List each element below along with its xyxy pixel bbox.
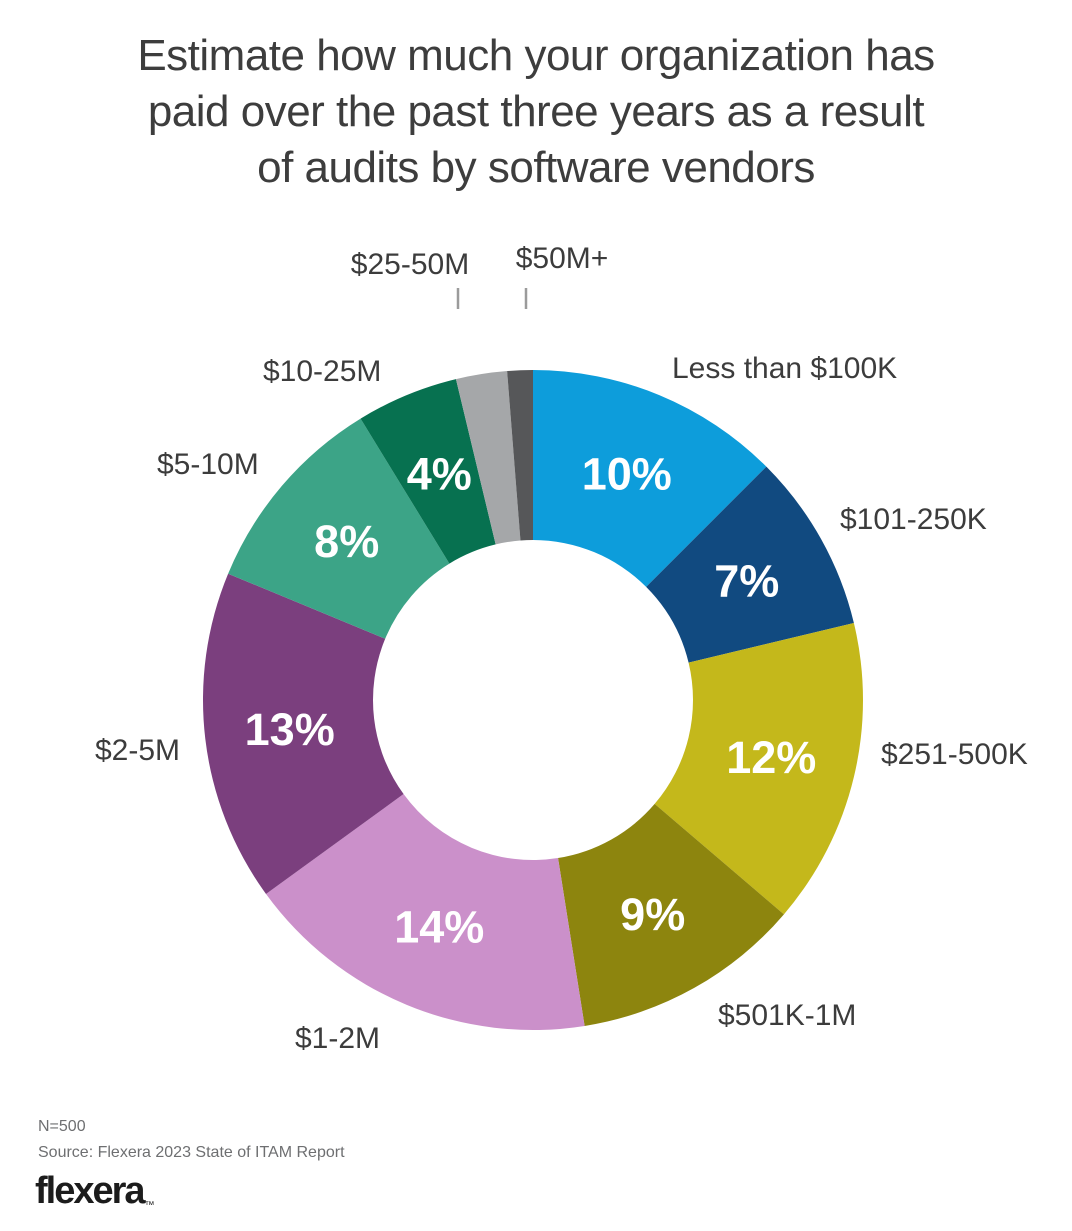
- segment-2-5m: [202, 573, 404, 894]
- segment-label-251-500k: $251-500K: [881, 738, 1028, 771]
- chart-title: Estimate how much your organization has …: [0, 28, 1072, 196]
- segment-percent-less-than-100k: 10%: [582, 449, 672, 500]
- segment-percent-10-25m: 4%: [407, 449, 472, 500]
- segment-percent-2-5m: 13%: [245, 704, 335, 755]
- segment-10-25m: [360, 379, 496, 564]
- segment-label-less-than-100k: Less than $100K: [672, 352, 897, 385]
- source-note: Source: Flexera 2023 State of ITAM Repor…: [38, 1144, 345, 1161]
- chart-title-line-3: of audits by software vendors: [257, 143, 815, 192]
- segment-101-250k: [646, 466, 854, 663]
- segment-25-50m: [455, 371, 521, 545]
- flexera-logo: flexera™: [35, 1170, 155, 1213]
- chart-title-line-1: Estimate how much your organization has: [137, 31, 935, 80]
- segment-50m: [507, 370, 533, 541]
- segment-percent-50m: 1%: [500, 309, 565, 360]
- segment-label-50m: $50M+: [516, 242, 609, 275]
- segment-percent-25-50m: 2%: [424, 311, 489, 362]
- segment-501k-1m: [558, 803, 784, 1026]
- segment-percent-501k-1m: 9%: [620, 889, 685, 940]
- segment-percent-5-10m: 8%: [314, 516, 379, 567]
- segment-label-1-2m: $1-2M: [295, 1022, 380, 1055]
- segment-percent-1-2m: 14%: [394, 901, 484, 952]
- segment-label-2-5m: $2-5M: [95, 734, 180, 767]
- segment-label-101-250k: $101-250K: [840, 503, 987, 536]
- sample-size-note: N=500: [38, 1118, 86, 1135]
- chart-title-line-2: paid over the past three years as a resu…: [147, 87, 925, 136]
- segment-percent-101-250k: 7%: [714, 555, 779, 606]
- segment-label-501k-1m: $501K-1M: [718, 999, 856, 1032]
- segment-1-2m: [266, 794, 585, 1031]
- segment-label-5-10m: $5-10M: [157, 448, 259, 481]
- segment-251-500k: [654, 622, 863, 915]
- segment-less-than-100k: [533, 370, 767, 587]
- segment-label-10-25m: $10-25M: [263, 355, 381, 388]
- flexera-logo-text: flexera: [35, 1170, 146, 1212]
- segment-label-25-50m: $25-50M: [351, 248, 469, 281]
- segment-5-10m: [228, 418, 450, 639]
- segment-percent-251-500k: 12%: [726, 732, 816, 783]
- trademark-icon: ™: [144, 1200, 155, 1211]
